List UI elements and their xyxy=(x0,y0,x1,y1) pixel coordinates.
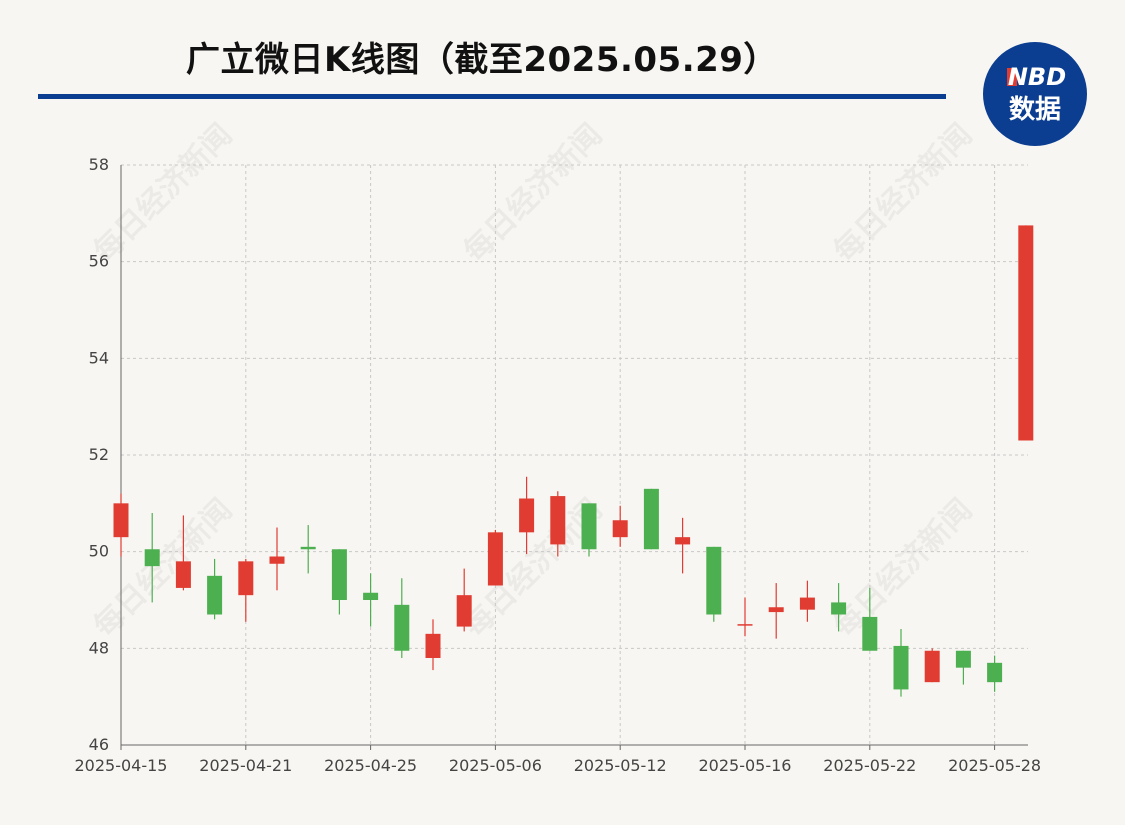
candle-body xyxy=(144,549,160,567)
candle-body xyxy=(1018,225,1034,441)
candle xyxy=(893,629,909,697)
x-tick-label: 2025-04-15 xyxy=(75,756,168,775)
candle xyxy=(799,580,815,622)
page-title: 广立微日K线图（截至2025.05.29） xyxy=(186,40,778,80)
candle xyxy=(1018,225,1034,441)
candle xyxy=(207,558,223,620)
candle xyxy=(363,573,379,627)
candle-body xyxy=(238,561,254,596)
watermark-text: 每日经济新闻 xyxy=(457,117,609,269)
logo-text-bottom: 数据 xyxy=(1009,95,1061,125)
candle-body xyxy=(706,546,722,615)
axes-layer xyxy=(120,165,1028,750)
x-tick-label: 2025-04-21 xyxy=(199,756,292,775)
candle-body xyxy=(269,556,285,564)
candle-body xyxy=(862,616,878,651)
candle xyxy=(737,597,753,637)
candles-layer xyxy=(113,225,1034,697)
candle-body xyxy=(643,488,659,550)
candle-body xyxy=(768,607,784,613)
candle xyxy=(987,655,1003,692)
x-tick-label: 2025-05-06 xyxy=(449,756,542,775)
watermark-layer: 每日经济新闻每日经济新闻每日经济新闻每日经济新闻每日经济新闻每日经济新闻 xyxy=(87,117,979,644)
candle xyxy=(706,546,722,622)
candle xyxy=(269,527,285,591)
candle-body xyxy=(987,662,1003,683)
candle-body xyxy=(394,604,410,651)
candle xyxy=(581,503,597,557)
y-tick-label: 46 xyxy=(89,735,109,754)
candle-body xyxy=(737,624,753,626)
candle-body xyxy=(924,650,940,683)
candle xyxy=(768,583,784,639)
title-rule xyxy=(38,94,946,99)
candle-body xyxy=(550,496,566,545)
candle-body xyxy=(799,597,815,610)
candle xyxy=(519,476,535,555)
candle-body xyxy=(612,520,628,538)
y-tick-label: 52 xyxy=(89,445,109,464)
watermark-text: 每日经济新闻 xyxy=(827,117,979,269)
watermark-text: 每日经济新闻 xyxy=(827,492,979,644)
candle xyxy=(300,525,316,574)
candle xyxy=(675,517,691,574)
candle xyxy=(831,583,847,632)
y-tick-label: 48 xyxy=(89,638,109,657)
candle-body xyxy=(675,537,691,545)
y-tick-label: 56 xyxy=(89,252,109,271)
candle-body xyxy=(300,546,316,550)
x-tick-label: 2025-04-25 xyxy=(324,756,417,775)
x-tick-label: 2025-05-22 xyxy=(823,756,916,775)
y-tick-label: 50 xyxy=(89,542,109,561)
candle xyxy=(924,648,940,683)
watermark-text: 每日经济新闻 xyxy=(87,492,239,644)
candle xyxy=(238,558,254,622)
grid-layer xyxy=(121,164,1028,745)
candle xyxy=(955,650,971,685)
candle xyxy=(612,505,628,547)
logo-text-top: NBD xyxy=(1008,63,1066,91)
candle-body xyxy=(363,592,379,600)
labels-layer: 46 48 50 52 54 56 58 2025-04-15 2025-04-21 2025-0… xyxy=(75,155,1042,775)
candle xyxy=(487,529,503,586)
candle-body xyxy=(487,532,503,586)
candle-body xyxy=(113,503,129,538)
x-tick-label: 2025-05-28 xyxy=(948,756,1041,775)
candle xyxy=(643,488,659,550)
logo-n-accent xyxy=(1007,68,1017,86)
candle xyxy=(331,549,347,615)
candle-body xyxy=(175,561,191,588)
candle-body xyxy=(831,602,847,615)
candle xyxy=(425,619,441,671)
x-tick-label: 2025-05-16 xyxy=(699,756,792,775)
watermark-text: 每日经济新闻 xyxy=(87,117,239,269)
y-tick-label: 58 xyxy=(89,155,109,174)
candle xyxy=(456,568,472,632)
candle xyxy=(113,493,129,557)
candle-body xyxy=(519,498,535,533)
candle xyxy=(144,513,160,603)
nbd-logo: NBD 数据 xyxy=(983,42,1087,146)
candle xyxy=(550,491,566,557)
x-tick-label: 2025-05-12 xyxy=(574,756,667,775)
candle xyxy=(862,587,878,651)
candle-body xyxy=(456,595,472,627)
candle xyxy=(394,578,410,658)
candle xyxy=(175,515,191,591)
candle-body xyxy=(331,549,347,600)
y-tick-label: 54 xyxy=(89,348,109,367)
candle-body xyxy=(955,650,971,668)
candle-body xyxy=(893,645,909,690)
candle-body xyxy=(425,633,441,658)
candle-body xyxy=(581,503,597,550)
candle-body xyxy=(207,575,223,615)
